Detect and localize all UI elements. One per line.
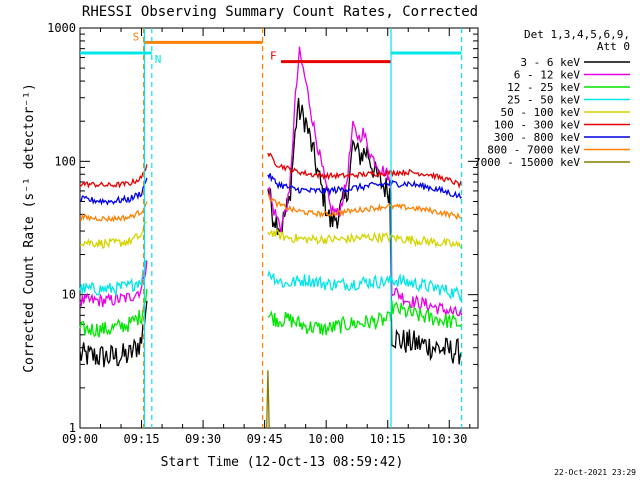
x-tick-label: 09:45 [247, 432, 283, 446]
y-tick-label: 1 [69, 421, 76, 435]
series-line [267, 173, 462, 199]
series-line [79, 300, 148, 368]
series-line [79, 201, 148, 223]
legend-label: 100 - 300 keV [494, 119, 580, 132]
series-line [267, 97, 463, 365]
series-line [267, 46, 463, 317]
legend-label: 7000 - 15000 keV [474, 156, 580, 169]
plot-frame [79, 27, 479, 429]
legend-label: 300 - 800 keV [494, 131, 580, 144]
x-tick-label: 09:15 [123, 432, 159, 446]
x-tick-label: 09:30 [185, 432, 221, 446]
x-tick-label: 09:00 [62, 432, 98, 446]
series-line [267, 269, 463, 301]
series-line [267, 228, 463, 249]
y-tick-label: 10 [62, 288, 76, 302]
render-timestamp: 22-Oct-2021 23:29 [554, 468, 636, 477]
chart-title: RHESSI Observing Summary Count Rates, Co… [82, 4, 478, 20]
annotation-label: S [133, 30, 140, 43]
legend-header-line-1: Det 1,3,4,5,6,9, [524, 28, 630, 41]
series-line [267, 300, 463, 336]
series-line [79, 259, 147, 297]
legend-label: 3 - 6 keV [520, 56, 580, 69]
series-line [266, 370, 270, 429]
legend-label: 6 - 12 keV [514, 69, 581, 82]
series-line [267, 152, 463, 189]
y-tick-label: 1000 [47, 21, 76, 35]
x-tick-label: 10:00 [308, 432, 344, 446]
legend-label: 800 - 7000 keV [487, 144, 580, 157]
legend-label: 12 - 25 keV [507, 81, 580, 94]
plot-area: 09:00 09:15 09:30 09:45 10:00 10:15 10:30 1 10 10… [47, 21, 479, 446]
legend-label: 50 - 100 keV [501, 106, 581, 119]
x-axis-label: Start Time (12-Oct-13 08:59:42) [161, 455, 404, 470]
series-line [79, 221, 148, 249]
series-line [267, 193, 462, 221]
legend-label: 25 - 50 keV [507, 94, 580, 107]
annotation-label: N [155, 53, 162, 66]
x-tick-label: 10:30 [431, 432, 467, 446]
series-line [79, 289, 148, 338]
x-tick-label: 10:15 [370, 432, 406, 446]
annotation-label: F [270, 50, 277, 63]
series-line [79, 164, 148, 189]
legend-header-line-2: Att 0 [597, 40, 630, 53]
y-tick-label: 100 [54, 154, 76, 168]
series-line [79, 260, 148, 308]
series-line [79, 177, 148, 206]
y-axis-label: Corrected Count Rate (s⁻¹ detector⁻¹) [22, 83, 37, 373]
